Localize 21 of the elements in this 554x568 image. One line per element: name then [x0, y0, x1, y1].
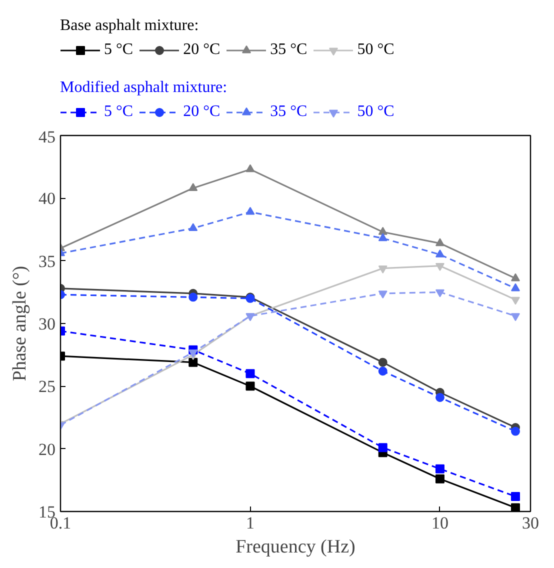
text: Modified asphalt mixture: — [60, 79, 228, 97]
y-tick-label: 40 — [38, 189, 56, 208]
y-tick-label: 20 — [38, 440, 56, 459]
x-tick-label: 10 — [431, 514, 448, 532]
x-axis-title: Frequency (Hz) — [236, 536, 356, 558]
x-tick-label: 1 — [246, 514, 254, 532]
x-tick-label: 30 — [522, 514, 539, 532]
legend-label: 5 °C — [104, 41, 134, 59]
legend-label: 20 °C — [183, 103, 220, 121]
legend-label: 50 °C — [357, 41, 394, 59]
y-tick-label: 35 — [38, 252, 56, 271]
y-axis-title: Phase angle (°) — [10, 266, 30, 382]
legend-label: 50 °C — [357, 103, 394, 121]
text: Base asphalt mixture: — [60, 17, 200, 35]
y-tick-label: 30 — [38, 314, 56, 334]
legend-label: 35 °C — [270, 41, 308, 59]
y-tick-label: 25 — [38, 377, 56, 396]
legend-label: 5 °C — [104, 103, 134, 121]
legend-label: 20 °C — [183, 41, 220, 59]
y-tick-label: 45 — [38, 128, 56, 146]
legend-label: 35 °C — [270, 103, 308, 121]
